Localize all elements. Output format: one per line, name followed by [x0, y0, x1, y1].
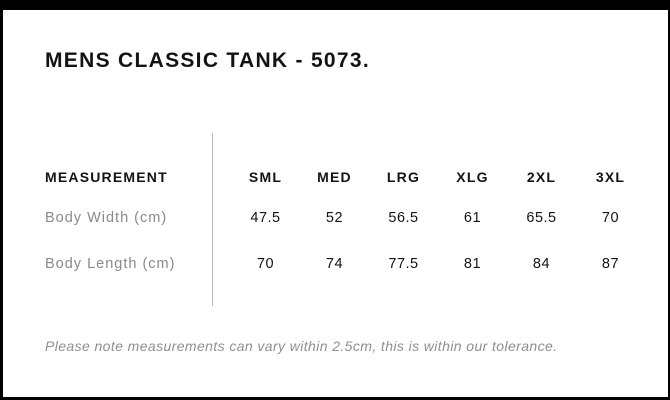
body-width-xlg-value: 61 [463, 210, 482, 226]
row-label-body-length: Body Length (cm) [45, 256, 176, 272]
column-header-lrg: LRG [386, 169, 421, 185]
column-header-med: MED [317, 169, 352, 185]
page-title: MENS CLASSIC TANK - 5073. [45, 49, 370, 72]
column-header-2xl: 2XL [526, 169, 557, 185]
table-header-row: MEASUREMENT SML MED LRG XLG 2XL 3XL [45, 163, 645, 191]
column-header-sml: SML [248, 169, 283, 185]
table-row-body-length: Body Length (cm) 70 74 77.5 81 84 87 [45, 250, 645, 278]
body-width-lrg-value: 56.5 [388, 210, 419, 226]
row-label-body-width: Body Width (cm) [45, 210, 168, 226]
column-header-xlg: XLG [456, 169, 489, 185]
body-width-sml-value: 47.5 [250, 210, 281, 226]
body-length-lrg-value: 77.5 [388, 256, 419, 272]
body-length-2xl-value: 84 [532, 256, 551, 272]
body-width-2xl-value: 65.5 [526, 210, 557, 226]
body-length-med-value: 74 [325, 256, 344, 272]
body-length-sml-value: 70 [256, 256, 275, 272]
column-header-measurement: MEASUREMENT [45, 169, 168, 185]
body-length-xlg-value: 81 [463, 256, 482, 272]
column-header-3xl: 3XL [595, 169, 626, 185]
body-width-med-value: 52 [325, 210, 344, 226]
table-row-body-width: Body Width (cm) 47.5 52 56.5 61 65.5 70 [45, 204, 645, 232]
body-length-3xl-value: 87 [601, 256, 620, 272]
tolerance-note: Please note measurements can vary within… [45, 338, 558, 354]
table-column-divider [212, 133, 213, 306]
body-width-3xl-value: 70 [601, 210, 620, 226]
